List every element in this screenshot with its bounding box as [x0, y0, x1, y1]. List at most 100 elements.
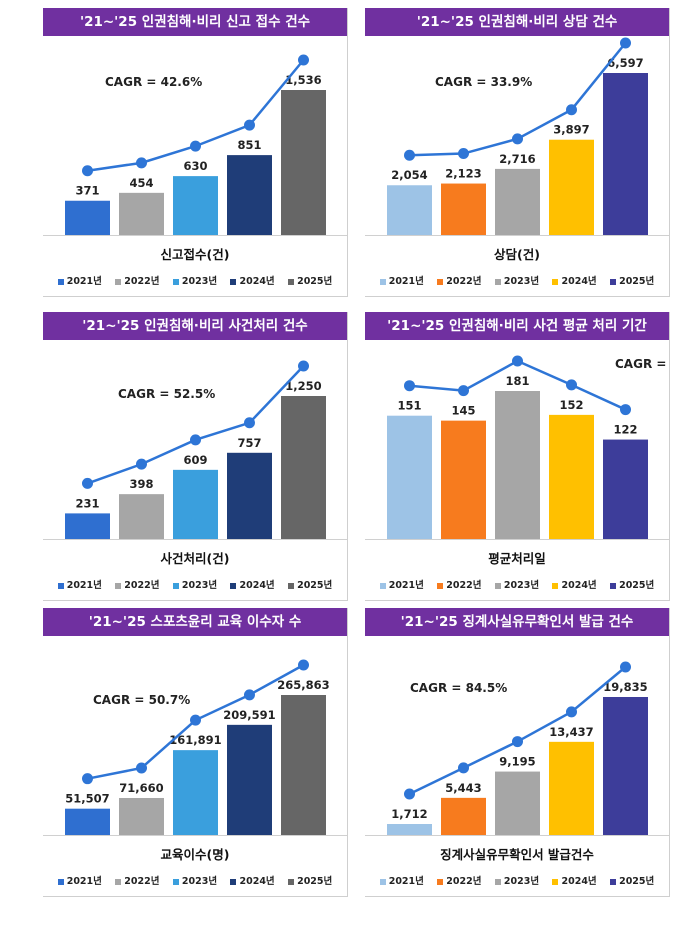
data-label: 152 — [559, 398, 583, 412]
bar-2023년 — [173, 469, 218, 540]
plot-area: 151 145 181 152 122 CAGR = -5.2% — [365, 355, 669, 540]
legend-label: 2025년 — [297, 876, 333, 887]
legend-swatch — [437, 582, 444, 589]
cagr-annotation: CAGR = 52.5% — [118, 387, 215, 401]
legend-item: 2025년 — [610, 273, 654, 287]
legend-item: 2024년 — [552, 577, 597, 591]
trend-point — [566, 706, 577, 718]
legend-item: 2025년 — [288, 577, 332, 591]
chart-panel: '21~'25 인권침해·비리 신고 접수 건수 371 454 630 851 1,53… — [43, 8, 348, 297]
data-label: 265,863 — [277, 678, 329, 692]
data-label: 71,660 — [119, 781, 163, 795]
bar-2022년 — [441, 797, 486, 836]
bar-2021년 — [387, 185, 432, 236]
legend-item: 2022년 — [437, 577, 481, 591]
data-label: 371 — [75, 184, 99, 198]
data-label: 5,443 — [445, 781, 481, 795]
bar-2025년 — [603, 697, 648, 836]
legend-label: 2021년 — [66, 876, 102, 887]
legend-label: 2023년 — [181, 876, 218, 887]
plot-area: 231 398 609 757 1,250 CAGR = 52.5% — [43, 360, 347, 540]
trend-point — [190, 140, 201, 152]
bar-2024년 — [549, 741, 594, 836]
bar-2022년 — [119, 797, 164, 836]
plot-area: 2,054 2,123 2,716 3,897 6,597 CAGR = 33.9% — [365, 37, 669, 236]
legend-item: 2025년 — [288, 273, 332, 287]
chart-title: '21~'25 인권침해·비리 신고 접수 건수 — [43, 8, 347, 36]
trend-point — [620, 404, 631, 416]
trend-point — [136, 762, 147, 774]
trend-point — [404, 380, 415, 392]
chart-title: '21~'25 인권침해·비리 사건처리 건수 — [43, 312, 347, 340]
legend-swatch — [437, 878, 444, 885]
trend-point — [298, 54, 309, 66]
trend-point — [512, 133, 523, 145]
chart-panel: '21~'25 인권침해·비리 사건 평균 처리 기간 151 145 181 152 1… — [365, 312, 670, 601]
data-label: 122 — [613, 423, 637, 437]
trend-point — [566, 379, 577, 391]
legend-label: 2022년 — [124, 580, 160, 591]
legend-swatch — [610, 878, 617, 885]
bar-2025년 — [281, 396, 326, 540]
legend-label: 2023년 — [503, 276, 540, 287]
bar-2024년 — [227, 452, 272, 540]
data-label: 454 — [129, 176, 153, 190]
data-label: 851 — [237, 138, 261, 152]
legend-label: 2025년 — [619, 876, 655, 887]
legend-swatch — [494, 582, 501, 589]
x-axis-label: 신고접수(건) — [160, 247, 230, 262]
legend-label: 2022년 — [446, 276, 482, 287]
legend: 2021년 2022년 2023년 2024년 2025년 — [43, 577, 347, 591]
trend-point — [298, 659, 309, 671]
chart-panel: '21~'25 인권침해·비리 사건처리 건수 231 398 609 757 1,250… — [43, 312, 348, 601]
chart-title: '21~'25 인권침해·비리 상담 건수 — [365, 8, 669, 36]
bar-2025년 — [281, 90, 326, 236]
legend-item: 2021년 — [57, 577, 102, 591]
trend-point — [458, 762, 469, 774]
plot-area: 371 454 630 851 1,536 CAGR = 42.6% — [43, 54, 347, 236]
legend-item: 2022년 — [115, 273, 159, 287]
legend-label: 2025년 — [297, 276, 333, 287]
legend-label: 2024년 — [561, 580, 597, 591]
legend-swatch — [115, 582, 122, 589]
bar-2023년 — [495, 771, 540, 836]
trend-point — [82, 477, 93, 489]
legend-label: 2024년 — [239, 876, 275, 887]
x-axis-label: 평균처리일 — [488, 551, 546, 566]
legend-swatch — [230, 582, 237, 589]
bar-2021년 — [387, 415, 432, 540]
trend-point — [458, 148, 469, 160]
legend-label: 2025년 — [619, 276, 655, 287]
legend-swatch — [57, 278, 64, 285]
legend-swatch — [379, 582, 386, 589]
legend-label: 2023년 — [181, 276, 218, 287]
bar-2024년 — [549, 139, 594, 236]
legend-swatch — [379, 878, 386, 885]
bar-2025년 — [603, 73, 648, 236]
cagr-annotation: CAGR = 84.5% — [410, 681, 507, 695]
data-label: 2,123 — [445, 167, 481, 181]
chart-panel: '21~'25 징계사실유무확인서 발급 건수 1,712 5,443 9,195 13… — [365, 608, 670, 897]
trend-point — [458, 385, 469, 397]
trend-point — [136, 458, 147, 470]
legend-label: 2024년 — [561, 276, 597, 287]
legend-item: 2024년 — [230, 577, 275, 591]
legend-swatch — [552, 878, 559, 885]
chart-panel: '21~'25 스포츠윤리 교육 이수자 수 51,507 71,660 161,89… — [43, 608, 348, 897]
legend-item: 2024년 — [230, 873, 275, 887]
legend-item: 2023년 — [172, 273, 218, 287]
legend-item: 2025년 — [288, 873, 332, 887]
legend-swatch — [172, 278, 179, 285]
data-label: 231 — [75, 496, 99, 510]
legend-item: 2021년 — [379, 873, 424, 887]
bar-2025년 — [281, 695, 326, 836]
legend-item: 2023년 — [494, 873, 539, 887]
x-axis-label: 사건처리(건) — [160, 551, 230, 566]
legend: 2021년 2022년 2023년 2024년 2025년 — [43, 273, 347, 287]
bar-2021년 — [65, 513, 110, 540]
legend-label: 2023년 — [503, 580, 540, 591]
legend-swatch — [115, 278, 122, 285]
chart-title: '21~'25 스포츠윤리 교육 이수자 수 — [43, 608, 347, 636]
legend-item: 2022년 — [437, 873, 481, 887]
legend-swatch — [437, 278, 444, 285]
